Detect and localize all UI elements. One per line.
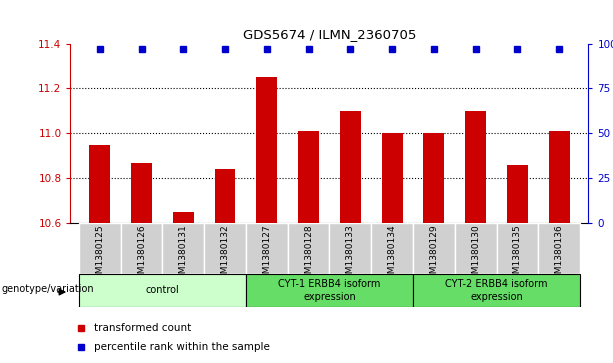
Text: GSM1380135: GSM1380135 bbox=[513, 224, 522, 285]
Bar bbox=[204, 223, 246, 274]
Bar bbox=[79, 274, 246, 307]
Title: GDS5674 / ILMN_2360705: GDS5674 / ILMN_2360705 bbox=[243, 28, 416, 41]
Bar bbox=[465, 111, 486, 223]
Text: control: control bbox=[145, 285, 179, 295]
Text: GSM1380128: GSM1380128 bbox=[304, 224, 313, 285]
Bar bbox=[121, 223, 162, 274]
Bar bbox=[538, 223, 580, 274]
Text: GSM1380127: GSM1380127 bbox=[262, 224, 272, 285]
Bar bbox=[549, 131, 569, 223]
Text: CYT-1 ERBB4 isoform
expression: CYT-1 ERBB4 isoform expression bbox=[278, 279, 381, 302]
Bar bbox=[330, 223, 371, 274]
Text: percentile rank within the sample: percentile rank within the sample bbox=[94, 342, 270, 352]
Bar bbox=[215, 169, 235, 223]
Text: CYT-2 ERBB4 isoform
expression: CYT-2 ERBB4 isoform expression bbox=[445, 279, 548, 302]
Bar bbox=[173, 212, 194, 223]
Bar bbox=[413, 274, 580, 307]
Bar bbox=[382, 133, 403, 223]
Text: GSM1380132: GSM1380132 bbox=[221, 224, 229, 285]
Bar bbox=[413, 223, 455, 274]
Bar bbox=[162, 223, 204, 274]
Text: GSM1380130: GSM1380130 bbox=[471, 224, 480, 285]
Text: transformed count: transformed count bbox=[94, 323, 191, 333]
Bar bbox=[131, 163, 152, 223]
Bar bbox=[79, 223, 121, 274]
Bar bbox=[497, 223, 538, 274]
Bar bbox=[340, 111, 361, 223]
Text: GSM1380125: GSM1380125 bbox=[95, 224, 104, 285]
Text: GSM1380126: GSM1380126 bbox=[137, 224, 146, 285]
Bar bbox=[246, 274, 413, 307]
Bar bbox=[287, 223, 330, 274]
Text: GSM1380136: GSM1380136 bbox=[555, 224, 564, 285]
Bar bbox=[455, 223, 497, 274]
Text: GSM1380133: GSM1380133 bbox=[346, 224, 355, 285]
Bar bbox=[298, 131, 319, 223]
Bar bbox=[424, 133, 444, 223]
Bar bbox=[507, 165, 528, 223]
Bar bbox=[89, 144, 110, 223]
Bar bbox=[246, 223, 287, 274]
Bar bbox=[371, 223, 413, 274]
Text: genotype/variation: genotype/variation bbox=[1, 284, 94, 294]
Text: GSM1380129: GSM1380129 bbox=[430, 224, 438, 285]
Bar bbox=[256, 77, 277, 223]
Text: GSM1380131: GSM1380131 bbox=[179, 224, 188, 285]
Text: GSM1380134: GSM1380134 bbox=[387, 224, 397, 285]
